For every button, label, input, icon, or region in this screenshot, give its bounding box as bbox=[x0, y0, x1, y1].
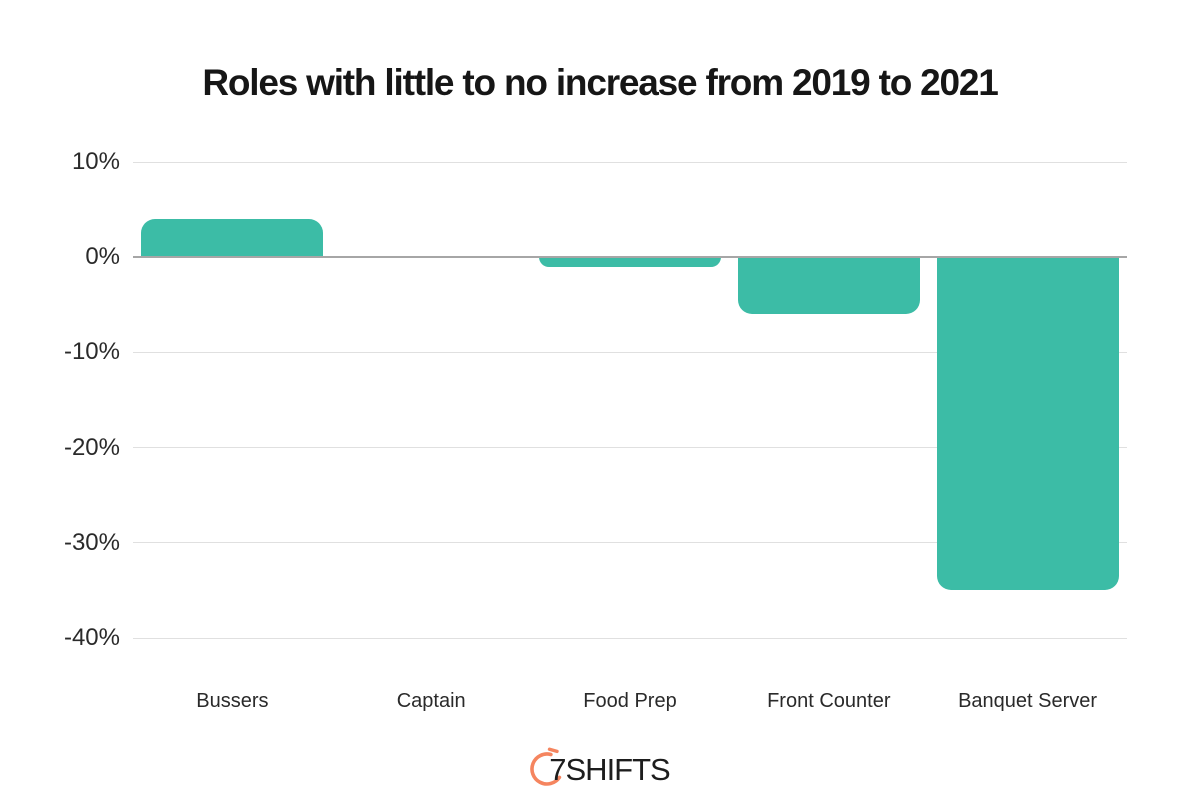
y-tick-label: -30% bbox=[63, 528, 120, 556]
bar-food-prep bbox=[539, 257, 721, 267]
x-axis-label: Captain bbox=[396, 690, 466, 712]
gridline bbox=[133, 542, 1127, 544]
bar-bussers bbox=[141, 219, 324, 258]
y-tick-label: 10% bbox=[71, 148, 120, 175]
bar-front-counter bbox=[737, 257, 920, 315]
gridline bbox=[133, 447, 1127, 449]
x-axis-label: Banquet Server bbox=[958, 690, 1098, 712]
zero-axis-line bbox=[133, 256, 1127, 259]
brand-logo-text: 7SHIFTS bbox=[549, 751, 670, 787]
bar-banquet-server bbox=[936, 257, 1119, 591]
y-tick-label: -40% bbox=[63, 624, 120, 651]
chart-title: Roles with little to no increase from 20… bbox=[202, 62, 999, 103]
y-tick-label: 0% bbox=[85, 243, 120, 271]
gridline bbox=[133, 161, 1127, 163]
y-tick-label: -20% bbox=[63, 433, 120, 461]
x-axis-label: Bussers bbox=[196, 690, 269, 712]
gridline bbox=[133, 351, 1127, 353]
gridline bbox=[133, 637, 1127, 639]
y-tick-label: -10% bbox=[63, 338, 120, 366]
x-axis-label: Food Prep bbox=[583, 690, 677, 712]
x-axis-label: Front Counter bbox=[767, 690, 891, 712]
stopwatch-icon bbox=[530, 747, 562, 786]
brand-logo: 7SHIFTS bbox=[0, 740, 1200, 792]
